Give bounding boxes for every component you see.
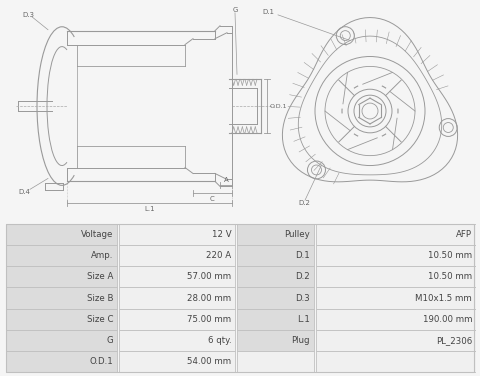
Bar xyxy=(237,309,314,330)
Bar xyxy=(119,224,235,245)
Bar xyxy=(237,351,314,372)
Bar xyxy=(237,245,314,266)
Bar xyxy=(6,288,117,309)
Text: D.4: D.4 xyxy=(18,189,30,195)
Text: D.1: D.1 xyxy=(295,251,310,260)
Bar xyxy=(6,330,117,351)
Bar xyxy=(119,245,235,266)
Text: 28.00 mm: 28.00 mm xyxy=(187,294,231,303)
Bar xyxy=(119,351,235,372)
Text: 57.00 mm: 57.00 mm xyxy=(187,272,231,281)
Text: Amp.: Amp. xyxy=(91,251,113,260)
Bar xyxy=(316,245,476,266)
Text: Size A: Size A xyxy=(87,272,113,281)
Bar xyxy=(237,266,314,288)
Text: O.D.1: O.D.1 xyxy=(89,357,113,366)
Text: M10x1.5 mm: M10x1.5 mm xyxy=(416,294,472,303)
Text: 10.50 mm: 10.50 mm xyxy=(428,272,472,281)
Text: G: G xyxy=(106,336,113,345)
Bar xyxy=(6,224,117,245)
Text: L.1: L.1 xyxy=(144,206,155,212)
Text: D.3: D.3 xyxy=(22,12,34,18)
Bar xyxy=(6,351,117,372)
Text: Pulley: Pulley xyxy=(284,230,310,239)
Bar xyxy=(6,245,117,266)
Text: D.2: D.2 xyxy=(295,272,310,281)
Bar xyxy=(119,266,235,288)
Text: 6 qty.: 6 qty. xyxy=(207,336,231,345)
Bar xyxy=(316,288,476,309)
Text: 54.00 mm: 54.00 mm xyxy=(187,357,231,366)
Text: Size B: Size B xyxy=(86,294,113,303)
Text: 75.00 mm: 75.00 mm xyxy=(187,315,231,324)
Text: PL_2306: PL_2306 xyxy=(436,336,472,345)
Bar xyxy=(119,330,235,351)
Text: D.2: D.2 xyxy=(298,200,310,206)
Text: D.1: D.1 xyxy=(262,9,274,15)
Bar xyxy=(6,309,117,330)
Text: Size C: Size C xyxy=(86,315,113,324)
Text: C: C xyxy=(210,196,215,202)
Text: O.D.1: O.D.1 xyxy=(270,103,288,109)
Text: 12 V: 12 V xyxy=(212,230,231,239)
Text: G: G xyxy=(233,7,239,13)
Bar xyxy=(316,330,476,351)
Bar xyxy=(237,288,314,309)
Text: Voltage: Voltage xyxy=(81,230,113,239)
Bar xyxy=(316,224,476,245)
Bar xyxy=(237,224,314,245)
Text: 220 A: 220 A xyxy=(206,251,231,260)
Text: Plug: Plug xyxy=(291,336,310,345)
Text: 10.50 mm: 10.50 mm xyxy=(428,251,472,260)
Text: AFP: AFP xyxy=(456,230,472,239)
Text: A: A xyxy=(224,177,228,183)
Bar xyxy=(316,266,476,288)
Bar xyxy=(237,330,314,351)
Bar xyxy=(316,309,476,330)
Bar xyxy=(6,266,117,288)
Text: D.3: D.3 xyxy=(295,294,310,303)
Text: 190.00 mm: 190.00 mm xyxy=(423,315,472,324)
Bar xyxy=(119,288,235,309)
Text: L.1: L.1 xyxy=(297,315,310,324)
Bar xyxy=(316,351,476,372)
Bar xyxy=(119,309,235,330)
